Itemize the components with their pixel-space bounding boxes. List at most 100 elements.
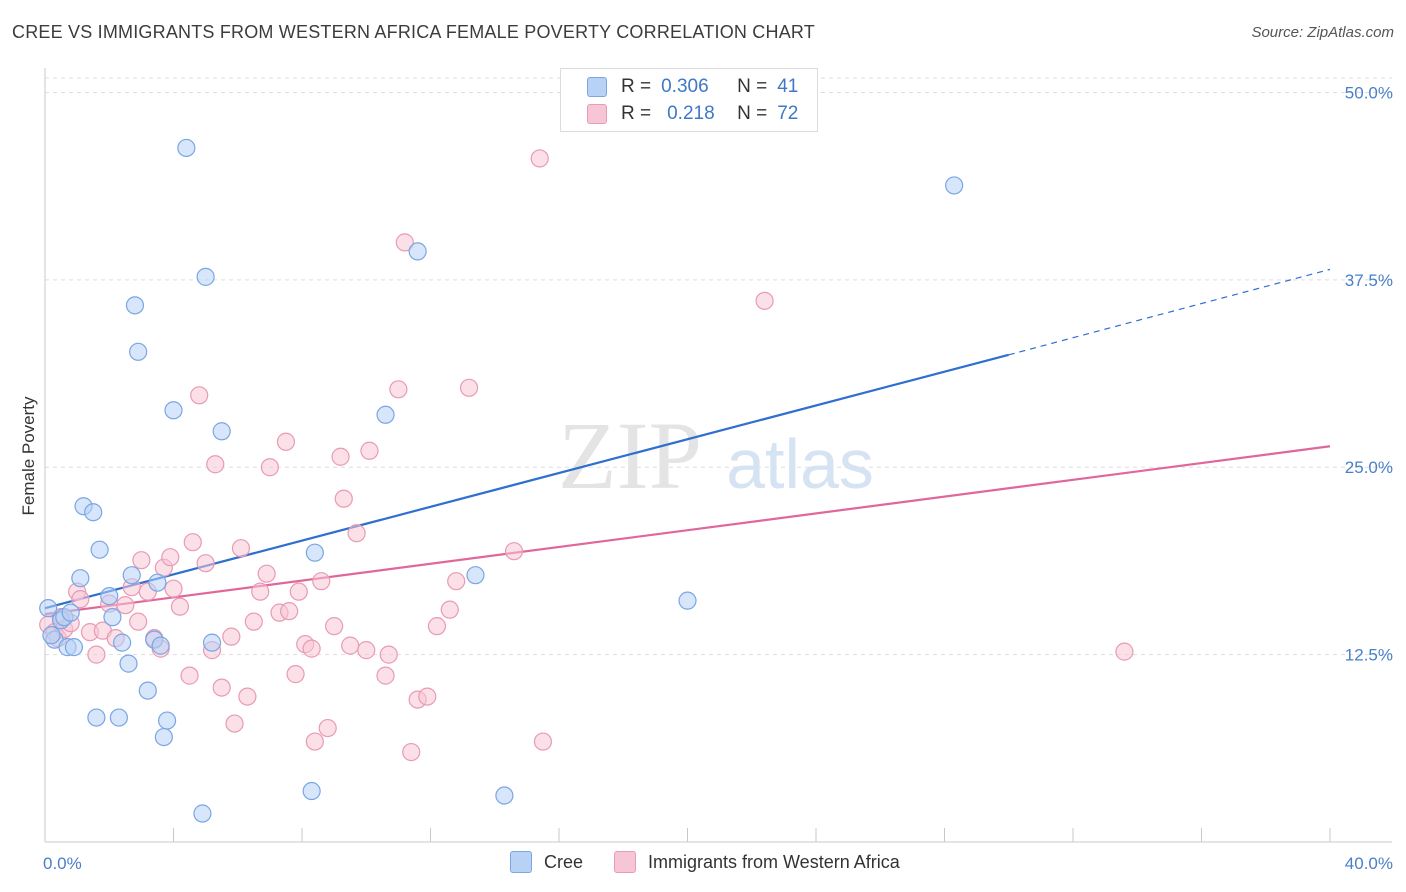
waf-point bbox=[325, 617, 344, 636]
waf-point bbox=[170, 597, 190, 616]
cree-point bbox=[100, 587, 119, 606]
cree-point bbox=[466, 566, 485, 585]
legend-swatch-waf bbox=[587, 104, 607, 124]
waf-point bbox=[418, 687, 437, 706]
legend-n-label: N = bbox=[737, 76, 768, 97]
legend-n-value: 41 bbox=[777, 76, 799, 97]
cree-point bbox=[112, 633, 132, 652]
waf-point bbox=[161, 548, 180, 567]
cree-point bbox=[495, 786, 514, 805]
waf-point bbox=[1115, 642, 1134, 661]
waf-point bbox=[190, 386, 209, 405]
waf-point bbox=[276, 432, 296, 451]
legend-r-value: 0.218 bbox=[667, 103, 715, 124]
waf-point bbox=[71, 590, 90, 609]
waf-point bbox=[129, 612, 148, 631]
cree-point bbox=[129, 342, 148, 361]
cree-point bbox=[64, 638, 84, 657]
waf-point bbox=[389, 380, 408, 399]
cree-point bbox=[154, 727, 173, 747]
waf-point bbox=[357, 641, 376, 660]
waf-point bbox=[334, 489, 353, 508]
waf-point bbox=[302, 639, 321, 658]
bottom-legend-cree: Cree bbox=[510, 851, 583, 873]
cree-point bbox=[39, 599, 58, 618]
waf-point bbox=[231, 539, 251, 558]
cree-point bbox=[42, 626, 61, 645]
cree-point bbox=[212, 422, 231, 441]
waf-point bbox=[312, 572, 331, 591]
waf-point bbox=[251, 582, 270, 601]
cree-point bbox=[71, 569, 90, 588]
waf-point bbox=[196, 554, 215, 573]
waf-point bbox=[225, 714, 244, 733]
cree-point bbox=[148, 573, 167, 592]
waf-point bbox=[222, 627, 241, 646]
cree-point bbox=[305, 543, 324, 562]
legend-swatch-cree bbox=[587, 77, 607, 97]
legend: R = 0.306 N = 41 R = 0.218 N = 72 bbox=[560, 68, 818, 132]
waf-point bbox=[212, 678, 231, 697]
legend-row-cree: R = 0.306 N = 41 bbox=[587, 76, 798, 98]
waf-point bbox=[376, 666, 395, 685]
cree-trend-extension bbox=[1008, 268, 1331, 356]
cree-point bbox=[151, 636, 170, 655]
waf-point bbox=[341, 636, 360, 655]
legend-r-label: R = bbox=[621, 103, 652, 124]
bottom-legend-waf: Immigrants from Western Africa bbox=[614, 851, 900, 873]
waf-point bbox=[379, 645, 398, 664]
waf-point bbox=[331, 447, 350, 466]
cree-point bbox=[193, 804, 212, 823]
cree-point bbox=[119, 654, 138, 673]
bottom-legend-label-waf: Immigrants from Western Africa bbox=[648, 851, 900, 872]
cree-point bbox=[678, 591, 697, 610]
cree-point bbox=[302, 781, 321, 801]
legend-r-label: R = bbox=[621, 76, 652, 97]
cree-point bbox=[202, 633, 222, 652]
data-points bbox=[39, 138, 1134, 823]
waf-point bbox=[395, 233, 414, 252]
cree-point bbox=[84, 503, 103, 522]
y-tick-label: 37.5% bbox=[1345, 271, 1393, 290]
watermark: ZIP atlas bbox=[558, 402, 874, 509]
cree-point bbox=[376, 405, 395, 424]
waf-point bbox=[87, 645, 106, 664]
waf-point bbox=[244, 612, 263, 631]
cree-point bbox=[177, 138, 196, 158]
waf-point bbox=[347, 524, 366, 543]
waf-point bbox=[116, 596, 135, 615]
waf-point bbox=[206, 455, 225, 474]
watermark-atlas: atlas bbox=[726, 425, 874, 503]
y-tick-label: 50.0% bbox=[1345, 83, 1393, 102]
x-tick-label-min: 0.0% bbox=[43, 854, 82, 873]
waf-point bbox=[459, 378, 479, 397]
bottom-legend-swatch-cree bbox=[510, 851, 532, 873]
bottom-legend-label-cree: Cree bbox=[544, 851, 584, 872]
cree-point bbox=[103, 608, 122, 627]
waf-point bbox=[289, 582, 308, 601]
waf-point bbox=[318, 718, 337, 738]
legend-n-label: N = bbox=[737, 103, 768, 124]
waf-point bbox=[180, 666, 199, 685]
y-tick-label: 25.0% bbox=[1345, 458, 1393, 477]
y-tick-label: 12.5% bbox=[1345, 646, 1393, 665]
cree-point bbox=[138, 681, 157, 700]
cree-point bbox=[125, 296, 145, 315]
cree-point bbox=[164, 401, 183, 420]
cree-point bbox=[122, 566, 141, 585]
cree-point bbox=[109, 708, 128, 727]
legend-r-value: 0.306 bbox=[661, 76, 709, 97]
waf-point bbox=[402, 742, 421, 762]
waf-point bbox=[533, 732, 553, 751]
waf-point bbox=[755, 291, 774, 310]
tick-labels: 12.5% 25.0% 37.5% 50.0% 0.0% 40.0% bbox=[43, 83, 1393, 873]
cree-point bbox=[157, 711, 177, 730]
waf-point bbox=[183, 533, 202, 552]
cree-point bbox=[90, 540, 109, 559]
legend-n-value: 72 bbox=[777, 103, 799, 124]
chart-title: CREE VS IMMIGRANTS FROM WESTERN AFRICA F… bbox=[12, 22, 815, 42]
waf-point bbox=[238, 687, 257, 706]
waf-point bbox=[440, 600, 459, 619]
waf-point bbox=[305, 732, 324, 751]
waf-point bbox=[260, 458, 279, 477]
